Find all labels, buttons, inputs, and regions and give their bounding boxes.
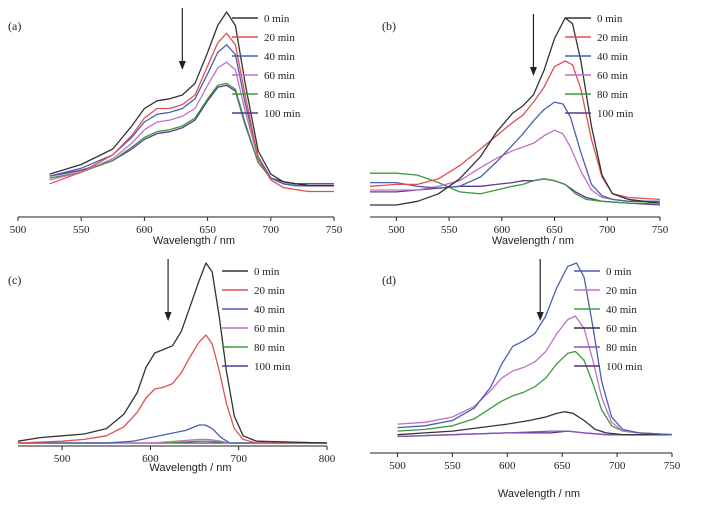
- legend-label: 80 min: [597, 89, 628, 101]
- legend-label: 40 min: [264, 51, 295, 63]
- series-group: [17, 262, 328, 444]
- series-line: [370, 17, 661, 206]
- series-line: [18, 424, 327, 444]
- legend-label: 80 min: [606, 342, 637, 354]
- legend-label: 0 min: [597, 13, 623, 25]
- x-tick-label: 750: [326, 224, 343, 236]
- x-tick-label: 700: [263, 224, 280, 236]
- x-tick-label: 700: [599, 224, 616, 236]
- x-tick-label: 650: [546, 224, 563, 236]
- chart-panel-2: 500 550 600 650 700 750 Wavelength / nm (b) 0 mi…: [369, 13, 669, 247]
- series-line: [370, 129, 660, 202]
- chart-panel-1: 500 550 600 650 700 750 Wavelength / nm (a) 0 mi…: [8, 8, 343, 247]
- panel-label: (d): [382, 273, 396, 287]
- legend-label: 40 min: [597, 51, 628, 63]
- legend-label: 80 min: [254, 342, 285, 354]
- x-tick-label: 650: [199, 224, 216, 236]
- x-tick-label: 750: [664, 460, 681, 472]
- series-line: [397, 350, 673, 436]
- x-axis-label: Wavelength / nm: [153, 235, 235, 247]
- legend-label: 100 min: [264, 108, 301, 120]
- legend: 0 min 20 min 40 min 60 min 80 min 100 min: [565, 13, 634, 120]
- x-tick-label: 500: [10, 224, 27, 236]
- panel-label: (c): [8, 273, 21, 287]
- trend-arrow: [164, 259, 172, 321]
- series-line: [397, 430, 672, 438]
- x-axis-label: Wavelength / nm: [498, 488, 580, 500]
- chart-panel-4: 500 550 600 650 700 750 Wavelength / nm (d) 0 mi…: [370, 259, 681, 500]
- x-tick-label: 600: [499, 460, 516, 472]
- x-tick-label: 550: [73, 224, 90, 236]
- legend-label: 20 min: [264, 32, 295, 44]
- x-tick-label: 550: [444, 460, 461, 472]
- legend: 0 min 20 min 40 min 60 min 80 min 100 min: [574, 266, 643, 373]
- legend-label: 40 min: [606, 304, 637, 316]
- series-group: [369, 17, 661, 206]
- legend-label: 60 min: [606, 323, 637, 335]
- series-group: [49, 11, 334, 193]
- series-line: [49, 44, 334, 187]
- x-tick-label: 500: [388, 224, 405, 236]
- series-line: [49, 11, 334, 187]
- x-tick-label: 500: [54, 453, 71, 465]
- panel-label: (b): [382, 19, 396, 33]
- legend-label: 60 min: [264, 70, 295, 82]
- series-line: [370, 101, 660, 202]
- x-tick-label: 750: [652, 224, 669, 236]
- legend-label: 0 min: [254, 266, 280, 278]
- series-line: [49, 32, 334, 193]
- legend-label: 20 min: [254, 285, 285, 297]
- legend-label: 100 min: [597, 108, 634, 120]
- legend-label: 40 min: [254, 304, 285, 316]
- trend-arrow: [529, 14, 537, 76]
- series-line: [369, 60, 661, 201]
- trend-arrow: [178, 8, 186, 70]
- x-tick-label: 700: [609, 460, 626, 472]
- series-line: [370, 172, 660, 204]
- x-tick-label: 650: [554, 460, 571, 472]
- series-line: [17, 334, 327, 444]
- legend: 0 min 20 min 40 min 60 min 80 min 100 min: [232, 13, 301, 120]
- legend-label: 100 min: [606, 361, 643, 373]
- series-group: [397, 262, 673, 438]
- x-axis-label: Wavelength / nm: [149, 462, 231, 474]
- x-tick-label: 550: [441, 224, 458, 236]
- series-line: [17, 262, 328, 444]
- chart-panel-3: 500 600 700 800 Wavelength / nm (c) 0 min 20 mi…: [8, 259, 336, 474]
- legend-label: 0 min: [606, 266, 632, 278]
- x-tick-label: 600: [494, 224, 511, 236]
- legend-label: 0 min: [264, 13, 290, 25]
- legend: 0 min 20 min 40 min 60 min 80 min 100 min: [222, 266, 291, 373]
- series-line: [397, 262, 673, 436]
- legend-label: 60 min: [597, 70, 628, 82]
- x-tick-label: 600: [136, 224, 153, 236]
- x-tick-label: 500: [389, 460, 406, 472]
- legend-label: 80 min: [264, 89, 295, 101]
- legend-label: 20 min: [597, 32, 628, 44]
- x-axis-label: Wavelength / nm: [492, 235, 574, 247]
- series-line: [370, 178, 661, 206]
- legend-label: 60 min: [254, 323, 285, 335]
- x-tick-label: 600: [142, 453, 159, 465]
- legend-label: 100 min: [254, 361, 291, 373]
- series-line: [397, 411, 672, 436]
- panel-label: (a): [8, 19, 21, 33]
- x-tick-label: 800: [319, 453, 336, 465]
- trend-arrow: [536, 259, 544, 321]
- legend-label: 20 min: [606, 285, 637, 297]
- x-tick-label: 700: [230, 453, 247, 465]
